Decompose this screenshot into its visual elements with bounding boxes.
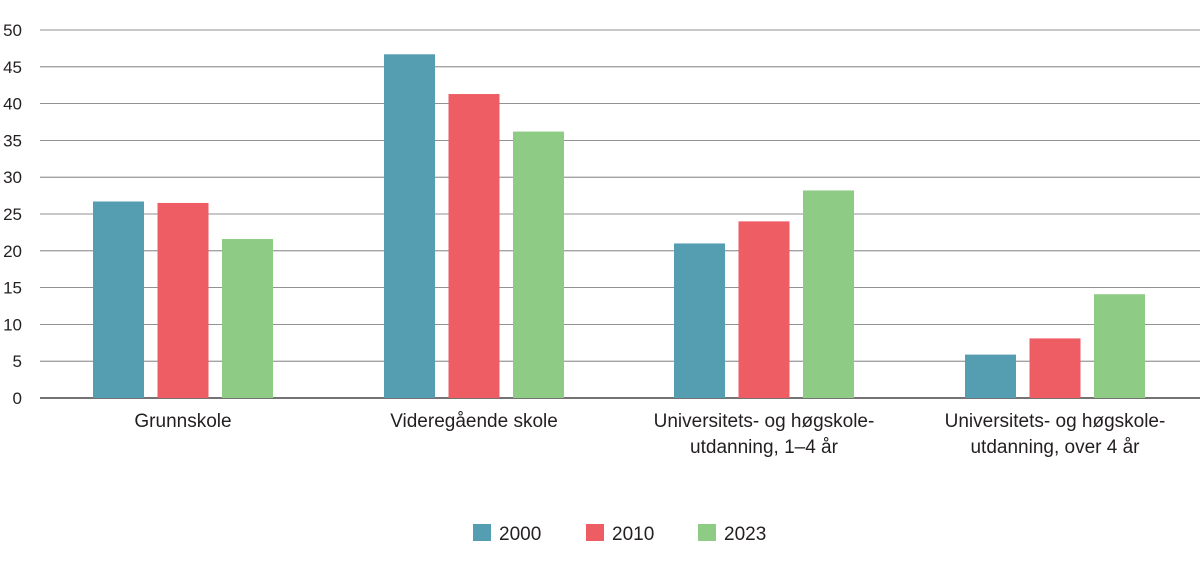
legend-swatch [586,524,604,541]
legend-item-2010: 2010 [586,524,654,545]
y-tick-label: 30 [3,168,22,187]
bar-2000-2 [384,54,435,399]
y-tick-label: 40 [3,95,22,114]
legend-item-2000: 2000 [473,524,541,545]
bar-2010-2 [448,94,500,399]
y-tick-label: 10 [3,315,22,334]
bar-2023-4 [1094,294,1145,398]
legend-swatch [473,524,491,541]
y-tick-label: 20 [3,242,22,261]
bar-2023-1 [222,239,273,398]
bar-2010-3 [738,221,790,398]
legend: 2000 2010 2023 [473,524,766,545]
bar-2000-1 [93,201,144,398]
y-tick-label: 0 [13,389,22,408]
bars [93,54,1145,399]
y-tick-label: 5 [13,352,22,371]
x-category-label: Videregående skole [390,411,558,432]
y-tick-label: 25 [3,205,22,224]
legend-label: 2000 [499,524,541,545]
bar-2023-2 [513,131,564,398]
legend-swatch [698,524,716,541]
x-axis: Grunnskole Videregående skole Universitets… [134,411,1165,458]
y-tick-label: 35 [3,131,22,150]
gridlines [40,29,1200,399]
y-tick-label: 50 [3,21,22,40]
bar-2010-1 [157,202,209,398]
bar-2000-4 [965,354,1016,398]
x-category-label: Universitets- og høgskole-utdanning, 1–4… [654,411,875,458]
legend-label: 2010 [612,524,654,545]
x-category-label: Universitets- og høgskole-utdanning, ove… [945,411,1166,458]
x-category-label: Grunnskole [134,411,231,432]
bar-2023-3 [803,190,854,398]
y-tick-label: 15 [3,279,22,298]
bar-2010-4 [1029,338,1081,398]
legend-item-2023: 2023 [698,524,766,545]
bar-2000-3 [674,243,725,398]
legend-label: 2023 [724,524,766,545]
y-axis: 0 5 10 15 20 25 30 35 40 45 50 [3,21,22,408]
y-tick-label: 45 [3,58,22,77]
